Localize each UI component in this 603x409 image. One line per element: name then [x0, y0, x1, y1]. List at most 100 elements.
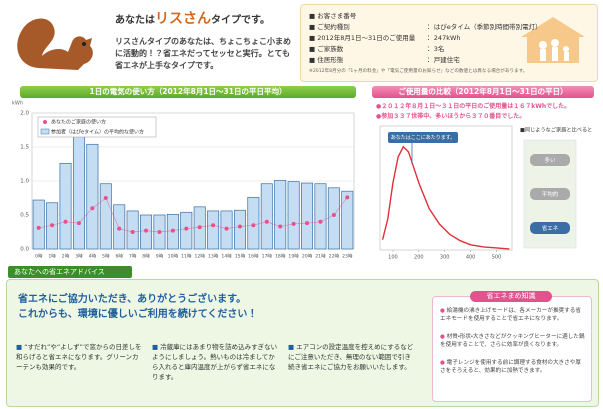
compare-chart-title: ご使用量の比較（2012年8月1日～31日の平日） — [372, 86, 594, 98]
usage-dot — [224, 226, 229, 231]
bar — [247, 196, 260, 250]
type-description: リスさんタイプのあなたは、ちょこちょこ小まめに活動的！？省エネだってセッセと実行… — [115, 37, 291, 70]
x-tick-label: 11時 — [181, 254, 192, 260]
comparison-heading: ■同じようなご家庭と比べると — [520, 126, 592, 134]
comparison-level — [530, 154, 570, 166]
x-tick-label: 23時 — [342, 254, 353, 260]
bar — [341, 190, 354, 250]
usage-dot — [278, 224, 283, 229]
knowledge-heading: 省エネまめ知識 — [470, 291, 552, 302]
x-tick-label: 1時 — [48, 254, 56, 260]
x-tick-label: 7時 — [129, 254, 137, 260]
y-tick-label: 1.5 — [20, 145, 29, 151]
usage-dot — [318, 219, 323, 224]
knowledge-item: 電子レンジを使用する前に調理する食材の大きさや厚さをそろえると、効果的に加熱でき… — [440, 359, 586, 375]
usage-dot — [144, 228, 149, 233]
usage-dot — [117, 226, 122, 231]
info-label: ご契約種別 — [317, 23, 350, 31]
info-row: ■ ご家族数 ： 3名 — [309, 43, 444, 53]
usage-dot — [170, 228, 175, 233]
bar — [233, 209, 246, 250]
info-label: ご家族数 — [317, 45, 344, 53]
info-value: はぴeタイム（季節別時間帯別電灯） — [433, 23, 542, 31]
advice-tip: 冷蔵庫にはあまり物を詰め込みすぎないようにしましょう。熱いものは冷ましてから入れ… — [152, 342, 278, 382]
separator: ： — [425, 23, 434, 31]
separator: ： — [425, 56, 434, 64]
knowledge-item: 給湯機の沸き上げモードは、各メーカーが推奨する省エネモードを使用することで省エネ… — [440, 307, 586, 323]
distribution-line — [381, 145, 510, 250]
x-tick-label: 0時 — [35, 254, 43, 260]
x-tick-label: 500 — [492, 255, 502, 261]
x-tick-label: 400 — [466, 255, 476, 261]
y-axis-label: kWh — [12, 101, 23, 107]
bar — [126, 210, 139, 250]
knowledge-item: 材質・形状・大きさなどがクッキングヒーターに適した鍋を使用することで、さらに効率… — [440, 333, 586, 349]
y-tick-label: 2.0 — [20, 111, 29, 117]
info-value: 戸建住宅 — [433, 56, 460, 64]
title-suffix: タイプです。 — [211, 15, 270, 26]
x-tick-label: 13時 — [208, 254, 219, 260]
message-line: 省エネにご協力いただき、ありがとうございます。 — [18, 294, 247, 305]
x-tick-label: 4時 — [89, 254, 97, 260]
x-tick-label: 9時 — [156, 254, 164, 260]
x-tick-label: 16時 — [248, 254, 259, 260]
usage-chart-title: 1日の電気の使い方（2012年8月1日～31日の平日平均） — [20, 86, 356, 98]
info-label: お客さま番号 — [317, 12, 357, 20]
x-tick-label: 6時 — [115, 254, 123, 260]
usage-dot — [63, 219, 68, 224]
bar — [260, 183, 273, 250]
squirrel-icon — [17, 18, 93, 70]
bar — [59, 162, 72, 250]
type-title: あなたはリスさんタイプです。 — [115, 8, 270, 28]
usage-dot — [103, 196, 108, 200]
comparison-level — [530, 222, 570, 234]
advice-tip: エアコンの設定温度を控えめにするなどにご注意いただき、無理のない範囲で引き続き省… — [288, 342, 414, 372]
x-tick-label: 20時 — [302, 254, 313, 260]
message-line: これからも、環境に優しいご利用を続けてください！ — [18, 309, 258, 320]
bar — [301, 182, 314, 250]
x-tick-label: 5時 — [102, 254, 110, 260]
x-tick-label: 200 — [414, 255, 424, 261]
x-tick-label: 18時 — [275, 254, 286, 260]
title-prefix: あなたは — [115, 15, 155, 26]
y-tick-label: 0.5 — [20, 213, 29, 219]
usage-dot — [345, 195, 350, 200]
compare-note: ●参加３３７世帯中、多いほうから３７０番目でした。 — [376, 113, 526, 120]
usage-chart: kWh 0.0 0.5 1.0 1.5 2.0 0時 1時 2時 3時 4時 5時 6時 7時 8時 9時 10… — [12, 101, 355, 260]
usage-dot — [36, 225, 41, 230]
info-box: ※2012年8月分の「1ヶ月の料金」や「電気ご使用量のお知らせ」などの数値とは異… — [300, 4, 598, 82]
usage-dot — [90, 206, 95, 211]
plot-bg — [379, 125, 513, 251]
y-tick-label: 1.0 — [20, 179, 29, 185]
compare-chart: 100 200 300 400 500 あなたはここにあたります。 ■同じようなご家庭と比べ… — [379, 125, 592, 261]
usage-dot — [211, 223, 216, 228]
x-tick-label: 12時 — [194, 254, 205, 260]
usage-dot — [237, 224, 242, 229]
advice-tip: “すだれ”や“よしず”で窓からの日差しを和らげると省エネになります。グリーンカー… — [16, 342, 142, 372]
comparison-label: 多い — [544, 156, 556, 164]
info-row: ■ 住居形態 ： 戸建住宅 — [309, 54, 460, 64]
legend-dot — [43, 120, 47, 124]
x-tick-label: 17時 — [262, 254, 273, 260]
usage-dot — [305, 221, 310, 226]
callout-box — [388, 132, 458, 143]
info-value: 3名 — [433, 45, 445, 53]
separator: ： — [425, 45, 434, 53]
legend-label: あなたのご家庭の使い方 — [51, 119, 106, 126]
usage-dot — [291, 221, 296, 226]
callout-text: あなたはここにあたります。 — [391, 134, 456, 141]
bar — [207, 210, 220, 250]
usage-dot — [76, 221, 81, 226]
legend-box — [37, 116, 157, 138]
title-emphasis: リスさん — [155, 11, 211, 27]
house-icon — [521, 17, 585, 63]
usage-dot — [50, 223, 55, 228]
bar — [314, 183, 327, 250]
usage-dot — [130, 230, 135, 234]
bullet: ■ — [309, 12, 318, 20]
x-tick-label: 14時 — [221, 254, 232, 260]
x-tick-label: 3時 — [75, 254, 83, 260]
separator: ： — [425, 34, 434, 42]
bullet: ■ — [309, 34, 318, 42]
